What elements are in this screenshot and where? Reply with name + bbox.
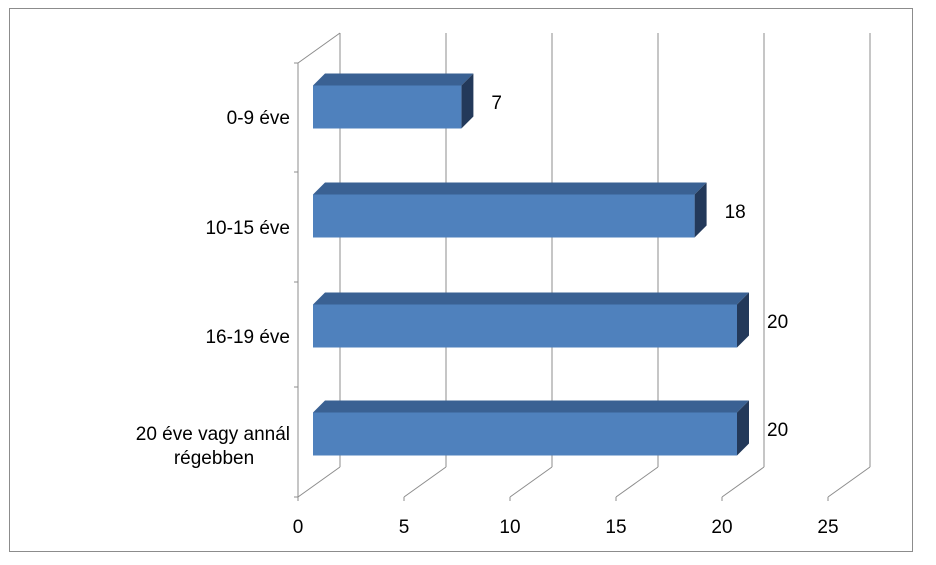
floor-gridline — [615, 466, 659, 498]
x-tick-label: 20 — [711, 517, 732, 538]
category-label-line: 20 éve vagy annál — [136, 424, 290, 445]
bar — [313, 73, 474, 129]
bar-side-face — [461, 73, 474, 129]
category-label: 0-9 éve — [227, 108, 290, 129]
category-label-line: 10-15 éve — [205, 218, 290, 239]
category-label-line: 0-9 éve — [227, 108, 290, 129]
wall-top-edge — [297, 32, 341, 64]
category-label-line: 16-19 éve — [205, 327, 290, 348]
bar-front-face — [313, 304, 737, 348]
x-tick-label: 10 — [499, 517, 520, 538]
bars — [313, 73, 749, 456]
bar — [313, 182, 707, 238]
bar-side-face — [737, 292, 749, 348]
labels: 0 5 10 15 20 25 7 18 20 20 0-9 éve 10-15 éve 16-19 é… — [136, 93, 839, 538]
data-label: 18 — [725, 202, 746, 223]
floor-gridline — [721, 466, 765, 498]
bar — [313, 400, 749, 456]
data-label: 20 — [767, 312, 788, 333]
category-label: 16-19 éve — [205, 327, 290, 348]
category-label: 20 éve vagy annál régebben — [136, 424, 290, 469]
floor-gridline — [509, 466, 553, 498]
bar-side-face — [737, 400, 749, 456]
floor-gridline — [403, 466, 447, 498]
x-tick-label: 15 — [605, 517, 626, 538]
category-label-line: régebben — [174, 448, 254, 469]
x-tick-label: 0 — [293, 517, 304, 538]
bar-top-face — [313, 400, 749, 413]
bar-top-face — [313, 292, 749, 305]
bar — [313, 292, 749, 348]
bar-front-face — [313, 194, 695, 238]
data-label: 7 — [491, 93, 502, 114]
bar-side-face — [694, 182, 707, 238]
bar-front-face — [313, 412, 737, 456]
floor-gridline — [297, 466, 341, 498]
bar-top-face — [313, 182, 707, 195]
x-tick-label: 25 — [817, 517, 838, 538]
category-label: 10-15 éve — [205, 218, 290, 239]
x-tick-label: 5 — [399, 517, 410, 538]
floor-gridline — [827, 466, 871, 498]
bar-front-face — [313, 85, 462, 129]
data-label: 20 — [767, 420, 788, 441]
bar-top-face — [313, 73, 474, 86]
